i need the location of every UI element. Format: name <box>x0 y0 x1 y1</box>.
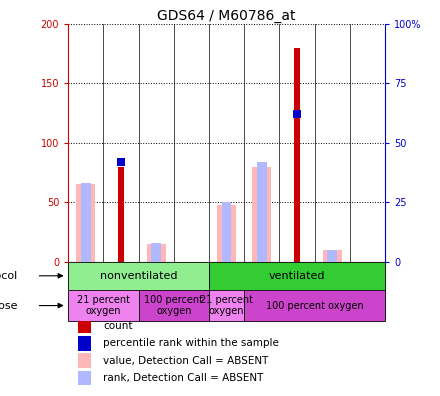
Bar <box>209 262 385 290</box>
Bar <box>209 290 244 321</box>
Text: ventilated: ventilated <box>269 271 325 281</box>
Text: value, Detection Call = ABSENT: value, Detection Call = ABSENT <box>103 356 268 366</box>
Text: dose: dose <box>0 301 18 310</box>
Bar <box>81 183 91 262</box>
Bar <box>78 371 91 385</box>
Bar <box>76 185 95 262</box>
Bar <box>293 110 301 118</box>
Text: 21 percent
oxygen: 21 percent oxygen <box>77 295 130 316</box>
Title: GDS64 / M60786_at: GDS64 / M60786_at <box>158 9 296 23</box>
Bar <box>78 318 91 333</box>
Bar <box>118 166 124 262</box>
Bar <box>323 250 342 262</box>
Bar <box>294 48 300 262</box>
Bar <box>327 250 337 262</box>
Bar <box>117 158 125 166</box>
Bar <box>78 353 91 368</box>
Text: protocol: protocol <box>0 271 18 281</box>
Bar <box>139 290 209 321</box>
Bar <box>78 336 91 350</box>
Text: 100 percent oxygen: 100 percent oxygen <box>266 301 363 310</box>
Text: nonventilated: nonventilated <box>100 271 177 281</box>
Bar <box>151 243 161 262</box>
Text: rank, Detection Call = ABSENT: rank, Detection Call = ABSENT <box>103 373 264 383</box>
Bar <box>147 244 166 262</box>
Text: percentile rank within the sample: percentile rank within the sample <box>103 338 279 348</box>
Bar <box>244 290 385 321</box>
Bar <box>217 205 236 262</box>
Text: 21 percent
oxygen: 21 percent oxygen <box>200 295 253 316</box>
Bar <box>257 162 267 262</box>
Bar <box>68 262 209 290</box>
Bar <box>252 166 271 262</box>
Text: count: count <box>103 321 132 331</box>
Bar <box>222 202 231 262</box>
Text: 100 percent
oxygen: 100 percent oxygen <box>144 295 203 316</box>
Bar <box>68 290 139 321</box>
